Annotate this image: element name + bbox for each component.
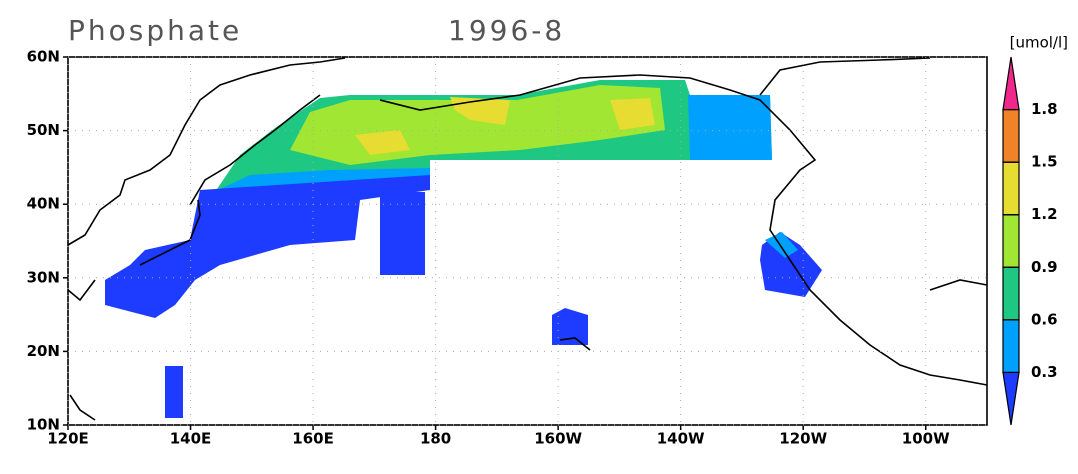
colorbar-segment — [1002, 371, 1020, 426]
colorbar-label: 1.5 — [1031, 153, 1058, 171]
lat-tick-label: 30N — [27, 268, 60, 286]
lat-tick-label: 60N — [27, 48, 60, 66]
colorbar-label: 0.3 — [1031, 363, 1058, 381]
lon-tick-label: 120W — [779, 430, 827, 448]
lon-tick-label: 100W — [902, 430, 950, 448]
colorbar-segment — [1002, 319, 1020, 374]
colorbar-label: 1.2 — [1031, 205, 1058, 223]
colorbar-segment — [1002, 161, 1020, 216]
colorbar-label: 0.9 — [1031, 258, 1058, 276]
colorbar-label: 0.6 — [1031, 310, 1058, 328]
colorbar-segment — [1002, 56, 1020, 111]
colorbar-segment — [1002, 266, 1020, 321]
lat-tick-label: 50N — [27, 121, 60, 139]
colorbar-label: 1.8 — [1031, 100, 1058, 118]
lon-tick-label: 180 — [420, 430, 451, 448]
map-frame — [67, 56, 988, 426]
lat-tick-label: 10N — [27, 416, 60, 434]
lon-tick-label: 160E — [292, 430, 334, 448]
colorbar-segment — [1002, 108, 1020, 163]
lat-tick-label: 40N — [27, 195, 60, 213]
lat-tick-label: 20N — [27, 342, 60, 360]
coastlines — [67, 57, 988, 421]
lon-tick-label: 160W — [534, 430, 582, 448]
lon-tick-label: 140W — [657, 430, 705, 448]
title: Phosphate — [68, 14, 242, 47]
phosphate-field — [105, 80, 822, 418]
lon-tick-label: 140E — [170, 430, 212, 448]
colorbar-segment — [1002, 214, 1020, 268]
unit: [umol/l] — [1010, 34, 1068, 52]
lon-tick-label: 120E — [47, 430, 89, 448]
date: 1996-8 — [448, 14, 565, 47]
